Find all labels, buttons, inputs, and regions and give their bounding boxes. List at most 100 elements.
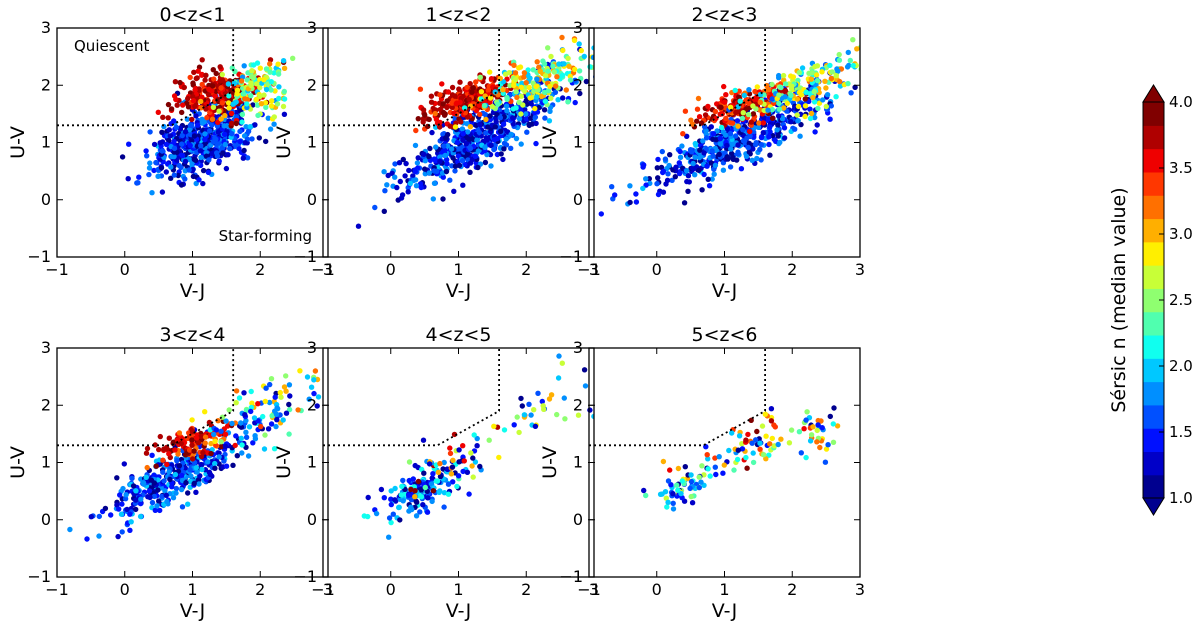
data-point [84,536,90,542]
data-point [724,154,730,160]
colorbar-segment [1143,428,1164,453]
data-point [510,106,516,112]
data-point [526,122,532,129]
data-point [218,85,224,91]
y-axis-label: U-V [7,126,29,159]
data-point [473,79,479,85]
x-tick-label: 2 [255,260,265,279]
data-point [261,446,268,452]
data-point [775,122,781,128]
data-point [675,487,681,493]
data-point [743,454,749,461]
data-point [531,407,537,413]
data-point [159,129,165,135]
data-point [415,155,421,161]
data-point [590,54,594,61]
data-point [654,181,660,187]
data-point [207,128,213,134]
data-point [129,475,135,481]
data-point [689,500,696,506]
data-point [845,80,851,87]
data-point [192,87,198,93]
data-point [256,135,262,141]
colorbar-segment [1143,195,1164,220]
data-point [500,87,506,93]
data-point [883,49,888,54]
data-point [378,486,385,493]
data-point [426,170,432,176]
data-point [809,70,815,76]
colorbar-segment [1143,148,1164,173]
data-point [452,124,459,130]
data-point [124,506,130,513]
data-point [516,429,522,436]
data-point [172,447,178,453]
data-point [173,124,179,130]
data-point [696,167,702,173]
data-point [811,99,818,105]
data-point [440,101,446,107]
data-point [678,490,684,497]
data-point [552,89,559,96]
data-point [460,443,466,449]
data-point [242,140,248,146]
data-point [434,478,441,484]
data-point [277,389,283,396]
data-point [187,142,193,149]
data-point [164,461,170,468]
data-point [206,157,212,163]
data-point [769,96,775,102]
data-point [167,133,173,139]
data-point [445,89,452,95]
data-point [287,393,293,399]
data-point [392,497,398,503]
data-point [550,63,556,69]
data-point [194,75,200,81]
y-tick-label: 2 [573,395,583,414]
data-point [418,184,424,191]
data-point [745,111,752,118]
data-point [147,494,153,501]
data-point [205,169,212,176]
data-point [748,119,755,125]
data-point [497,115,503,121]
data-point [643,182,649,188]
data-point [214,150,220,156]
data-point [591,45,594,51]
data-point [532,105,538,112]
data-point [228,110,235,117]
data-point [508,145,514,151]
data-point [278,394,284,400]
data-point [187,478,193,485]
data-point [464,469,471,475]
data-point [765,116,772,122]
data-point [188,473,194,479]
data-point [430,471,436,477]
data-point [267,61,273,67]
data-point [789,83,795,90]
data-point [740,110,746,116]
colorbar-tick-label: 3.0 [1169,225,1193,243]
data-point [775,113,782,119]
x-tick-label: 3 [589,260,599,279]
data-point [738,166,745,172]
data-point [720,470,726,476]
data-point [199,72,205,78]
data-point [692,172,698,178]
x-axis-label: V-J [446,280,471,302]
data-point [190,173,197,180]
data-point [717,135,724,142]
data-point [283,388,289,394]
data-point [237,138,243,145]
data-point [819,69,825,75]
data-point [816,100,823,106]
data-point [329,395,334,400]
data-point [223,418,229,424]
data-point [238,420,244,426]
data-point [218,439,224,445]
colorbar-segment [1143,171,1164,196]
data-point [707,473,713,479]
data-point [258,423,264,430]
data-point [680,131,686,137]
data-point [757,99,763,106]
